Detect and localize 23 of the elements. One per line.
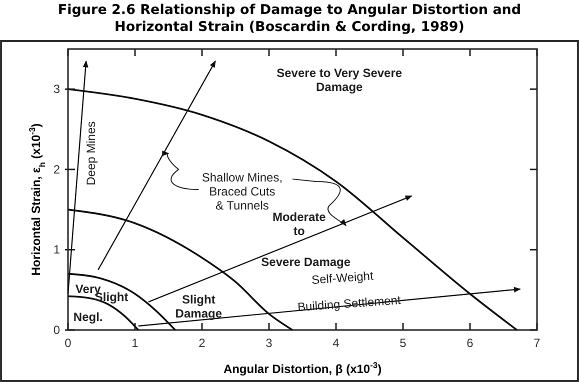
x-tick-label: 7	[534, 336, 541, 350]
annotation: Negl.	[73, 310, 103, 324]
x-tick-label: 6	[466, 336, 474, 350]
chart-title: Figure 2.6 Relationship of Damage to Angular Distortion and Horizontal Strain (Boscardin & Cording, 1989)	[58, 2, 522, 35]
y-tick-label: 2	[53, 162, 60, 176]
annotation: Deep Mines	[84, 121, 98, 186]
x-tick-label: 3	[266, 336, 273, 350]
x-tick-label: 0	[64, 336, 72, 350]
annotation: Self-Weight	[311, 268, 374, 287]
x-tick-label: 1	[132, 336, 139, 350]
x-axis-title: Angular Distortion, β (x10$^{-3}$)	[223, 360, 382, 376]
annotation: Severe to Very Severe Damage	[276, 66, 402, 94]
x-tick-label: 2	[198, 336, 206, 350]
annotation: Moderate to	[272, 210, 326, 238]
y-tick-label: 0	[53, 323, 60, 337]
x-tick-label: 5	[400, 336, 407, 350]
x-tick-label: 4	[332, 336, 340, 350]
annotation: Slight Damage	[175, 292, 222, 321]
y-tick-label: 1	[53, 242, 60, 257]
annotation: Shallow Mines, Braced Cuts & Tunnels	[202, 170, 283, 212]
annotation: Severe Damage	[261, 254, 351, 269]
y-tick-label: 3	[53, 82, 60, 96]
annotation: Building Settlement	[297, 292, 402, 314]
